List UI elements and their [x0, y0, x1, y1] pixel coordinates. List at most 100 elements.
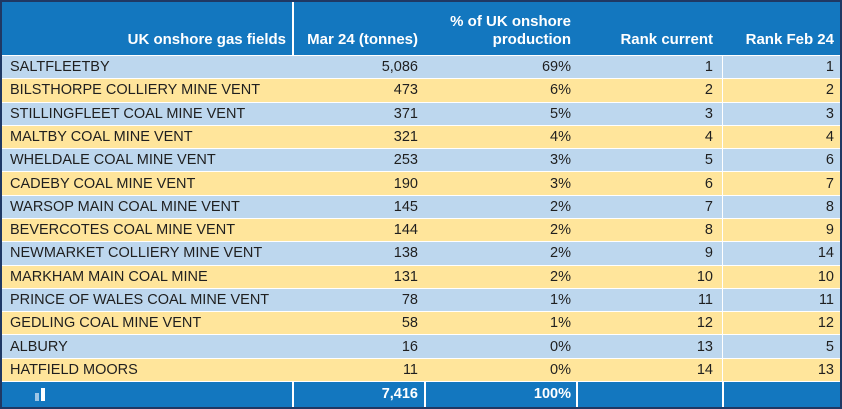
cell-pct[interactable]: 4%: [550, 128, 571, 145]
cell-tonnes[interactable]: 253: [393, 152, 418, 169]
cell-rank-current[interactable]: 8: [704, 222, 713, 239]
cell-rank-current[interactable]: 7: [704, 198, 713, 215]
cell-rank-feb24[interactable]: 14: [722, 242, 840, 265]
header-mar24-tonnes-label: Mar 24 (tonnes): [307, 31, 418, 48]
cell-rank-current[interactable]: 4: [704, 128, 713, 145]
cell-field-name[interactable]: PRINCE OF WALES COAL MINE VENT: [10, 291, 270, 308]
cell-rank-current[interactable]: 11: [697, 291, 713, 308]
cell-tonnes[interactable]: 78: [401, 291, 418, 308]
cell-rank-feb24[interactable]: 3: [722, 102, 840, 125]
cell-field-name[interactable]: SALTFLEETBY: [10, 59, 110, 76]
cell-rank-current[interactable]: 13: [696, 338, 713, 355]
cell-rank-current[interactable]: 6: [704, 175, 713, 192]
table-row: NEWMARKET COLLIERY MINE VENT 138 2% 9 14: [2, 241, 840, 265]
cell-field-name[interactable]: WHELDALE COAL MINE VENT: [10, 152, 216, 169]
cell-rank-feb24[interactable]: 10: [722, 265, 840, 288]
cell-field-name[interactable]: ALBURY: [10, 338, 68, 355]
table-row: BEVERCOTES COAL MINE VENT 144 2% 8 9: [2, 217, 840, 242]
table-row: GEDLING COAL MINE VENT 58 1% 12 12: [2, 311, 840, 335]
cell-field-name[interactable]: WARSOP MAIN COAL MINE VENT: [10, 198, 240, 215]
cell-rank-feb24[interactable]: 11: [722, 288, 840, 312]
cell-tonnes[interactable]: 16: [401, 338, 418, 355]
footer-label-cell[interactable]: [2, 382, 292, 407]
cell-pct[interactable]: 0%: [550, 338, 571, 355]
cell-rank-feb24[interactable]: 2: [722, 79, 840, 102]
footer-rank-current-empty[interactable]: [576, 381, 722, 407]
cell-rank-feb24[interactable]: 12: [722, 312, 840, 335]
cell-rank-current[interactable]: 9: [704, 245, 713, 262]
cell-field-name[interactable]: NEWMARKET COLLIERY MINE VENT: [10, 245, 263, 262]
footer-total-pct[interactable]: 100%: [424, 381, 576, 407]
table-row: PRINCE OF WALES COAL MINE VENT 78 1% 11 …: [2, 287, 840, 312]
cell-pct[interactable]: 1%: [550, 291, 571, 308]
cell-rank-current[interactable]: 12: [696, 315, 713, 332]
cell-rank-current[interactable]: 3: [704, 105, 713, 122]
header-gas-fields-label: UK onshore gas fields: [127, 31, 286, 48]
cell-rank-feb24[interactable]: 1: [722, 56, 840, 79]
footer-rank-feb24-empty[interactable]: [722, 381, 840, 407]
cell-rank-current[interactable]: 2: [704, 82, 713, 99]
cell-rank-current[interactable]: 1: [704, 59, 713, 76]
cell-tonnes[interactable]: 131: [393, 268, 418, 285]
cell-pct[interactable]: 2%: [550, 268, 571, 285]
cell-field-name[interactable]: MARKHAM MAIN COAL MINE: [10, 268, 208, 285]
cell-pct[interactable]: 2%: [550, 198, 571, 215]
table-footer-totals: 7,416 100%: [2, 380, 840, 407]
cell-rank-current[interactable]: 10: [696, 268, 713, 285]
cell-field-name[interactable]: HATFIELD MOORS: [10, 361, 138, 378]
cell-tonnes[interactable]: 138: [393, 245, 418, 262]
cell-tonnes[interactable]: 473: [393, 82, 418, 99]
header-pct-line2: production: [492, 31, 571, 48]
cell-rank-feb24[interactable]: 8: [722, 195, 840, 218]
cell-tonnes[interactable]: 144: [393, 222, 418, 239]
header-gas-fields[interactable]: UK onshore gas fields: [2, 2, 292, 55]
header-pct-production[interactable]: % of UK onshore production: [424, 2, 576, 55]
cell-field-name[interactable]: MALTBY COAL MINE VENT: [10, 128, 193, 145]
cell-tonnes[interactable]: 371: [393, 105, 418, 122]
cell-tonnes[interactable]: 11: [402, 361, 418, 378]
table-row: HATFIELD MOORS 11 0% 14 13: [2, 357, 840, 381]
table-row: WARSOP MAIN COAL MINE VENT 145 2% 7 8: [2, 194, 840, 218]
cell-tonnes[interactable]: 145: [393, 198, 418, 215]
cell-rank-feb24[interactable]: 7: [722, 172, 840, 195]
header-rank-feb24[interactable]: Rank Feb 24: [722, 2, 840, 55]
cell-pct[interactable]: 0%: [550, 361, 571, 378]
cell-pct[interactable]: 69%: [541, 59, 571, 76]
cell-field-name[interactable]: BILSTHORPE COLLIERY MINE VENT: [10, 82, 261, 99]
header-pct-line1: % of UK onshore: [450, 13, 571, 30]
cell-pct[interactable]: 2%: [550, 222, 571, 239]
header-mar24-tonnes[interactable]: Mar 24 (tonnes): [292, 2, 424, 55]
header-rank-feb24-label: Rank Feb 24: [745, 31, 834, 48]
cell-rank-feb24[interactable]: 6: [722, 149, 840, 172]
cell-rank-feb24[interactable]: 13: [722, 358, 840, 381]
cell-pct[interactable]: 2%: [550, 245, 571, 262]
cell-field-name[interactable]: STILLINGFLEET COAL MINE VENT: [10, 105, 246, 122]
table-row: CADEBY COAL MINE VENT 190 3% 6 7: [2, 171, 840, 195]
cell-field-name[interactable]: GEDLING COAL MINE VENT: [10, 315, 202, 332]
cell-tonnes[interactable]: 58: [401, 315, 418, 332]
table-row: WHELDALE COAL MINE VENT 253 3% 5 6: [2, 148, 840, 172]
cell-field-name[interactable]: BEVERCOTES COAL MINE VENT: [10, 222, 236, 239]
cell-pct[interactable]: 5%: [550, 105, 571, 122]
footer-total-tonnes[interactable]: 7,416: [292, 381, 424, 407]
cell-tonnes[interactable]: 321: [393, 128, 418, 145]
cell-field-name[interactable]: CADEBY COAL MINE VENT: [10, 175, 196, 192]
cell-pct[interactable]: 1%: [550, 315, 571, 332]
cell-pct[interactable]: 6%: [550, 82, 571, 99]
header-rank-current-label: Rank current: [620, 31, 713, 48]
table-header: UK onshore gas fields Mar 24 (tonnes) % …: [2, 2, 840, 55]
table-row: SALTFLEETBY 5,086 69% 1 1: [2, 55, 840, 79]
cell-pct[interactable]: 3%: [550, 152, 571, 169]
cell-rank-feb24[interactable]: 4: [722, 125, 840, 149]
cell-tonnes[interactable]: 5,086: [381, 59, 418, 76]
cell-rank-current[interactable]: 5: [704, 152, 713, 169]
bar-chart-icon: [35, 387, 45, 401]
cell-rank-feb24[interactable]: 5: [722, 335, 840, 358]
cell-rank-feb24[interactable]: 9: [722, 218, 840, 242]
table-row: ALBURY 16 0% 13 5: [2, 334, 840, 358]
cell-rank-current[interactable]: 14: [696, 361, 713, 378]
cell-tonnes[interactable]: 190: [393, 175, 418, 192]
header-rank-current[interactable]: Rank current: [576, 2, 722, 55]
cell-pct[interactable]: 3%: [550, 175, 571, 192]
